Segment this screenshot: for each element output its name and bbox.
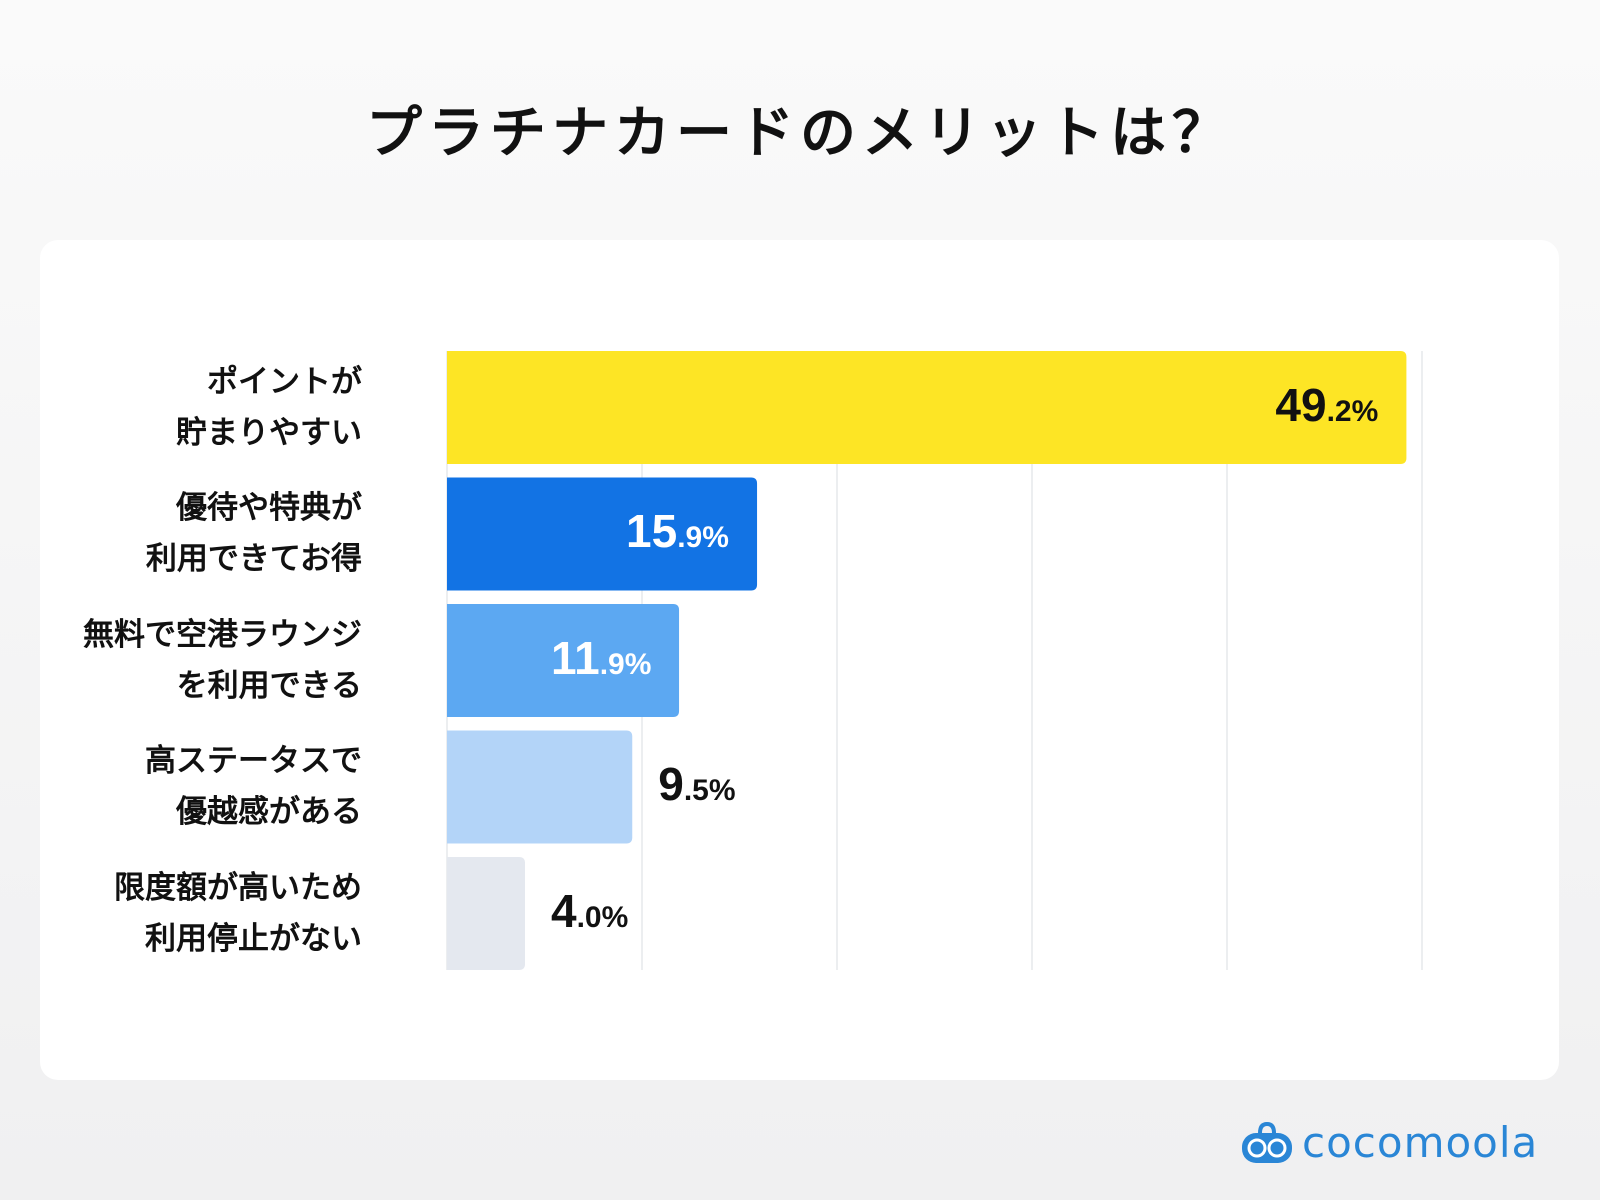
bar-chart bbox=[446, 351, 1423, 970]
brand-name: cocomoola bbox=[1302, 1118, 1539, 1167]
bar bbox=[447, 477, 758, 591]
chart-title: プラチナカードのメリットは？ bbox=[366, 101, 1234, 166]
brand-logo: cocomoola bbox=[1240, 1118, 1538, 1167]
data-label: 15.9% bbox=[626, 505, 729, 557]
data-label: 49.2% bbox=[1275, 378, 1379, 431]
bar bbox=[447, 604, 680, 717]
category-label: 高ステータスで 優越感がある bbox=[145, 743, 362, 830]
category-label: ポイントが 貯まりやすい bbox=[176, 363, 362, 451]
category-label: 限度額が高いため 利用停止がない bbox=[114, 869, 362, 957]
data-label: 9.5% bbox=[658, 758, 736, 810]
chart-card: ポイントが 貯まりやすい優待や特典が 利用できてお得無料で空港ラウンジ を利用で… bbox=[40, 240, 1559, 1080]
bar bbox=[447, 730, 633, 844]
category-label: 無料で空港ラウンジ を利用できる bbox=[83, 616, 362, 704]
bar bbox=[447, 857, 525, 970]
data-label: 4.0% bbox=[551, 884, 629, 937]
data-label: 11.9% bbox=[551, 631, 652, 684]
category-label: 優待や特典が 利用できてお得 bbox=[145, 490, 362, 577]
cocomoola-logo-icon bbox=[1242, 1121, 1292, 1163]
bar bbox=[447, 351, 1407, 464]
